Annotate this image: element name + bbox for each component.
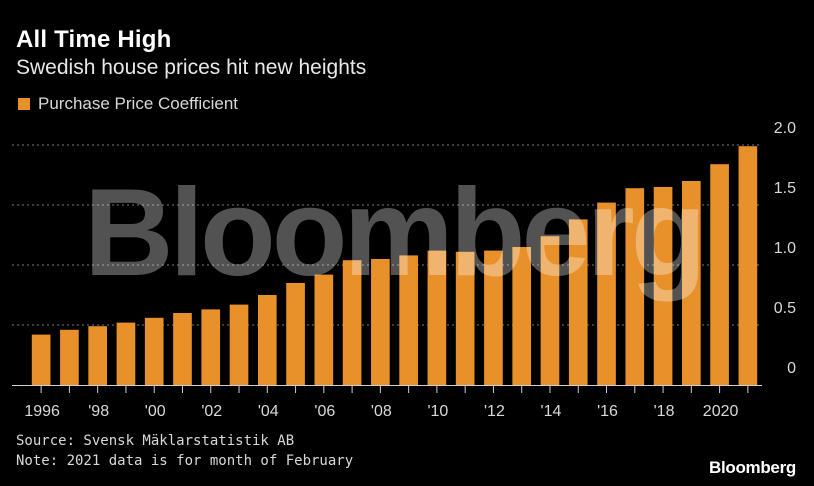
x-tick-label: 2020 — [703, 403, 739, 420]
bar-2021 — [738, 146, 758, 385]
x-tick-label: '08 — [371, 403, 392, 420]
x-tick-label: '18 — [654, 403, 675, 420]
legend-label: Purchase Price Coefficient — [38, 94, 239, 113]
chart-subtitle: Swedish house prices hit new heights — [16, 56, 367, 79]
x-tick-label: '02 — [201, 403, 222, 420]
bar-1997 — [60, 329, 79, 385]
bar-2011 — [455, 251, 475, 385]
bar-2018 — [653, 187, 673, 385]
bar-2013 — [512, 247, 532, 385]
bar-2006 — [314, 274, 334, 385]
bar-2001 — [173, 313, 192, 385]
bar-2000 — [144, 317, 164, 385]
x-tick-label: '06 — [314, 403, 335, 420]
bar-2009 — [399, 255, 418, 385]
source-note: Source: Svensk Mäklarstatistik AB — [16, 433, 295, 449]
y-tick-label: 1.0 — [774, 240, 796, 257]
bar-2020 — [710, 164, 729, 385]
bar-2019 — [682, 181, 701, 385]
bar-1999 — [116, 322, 136, 385]
x-axis-labels: 1996 '98 '00 '02 '04 '06 '08 '10 '12 '14 '16 '18 202… — [24, 403, 738, 420]
footnote: Note: 2021 data is for month of February — [16, 453, 354, 469]
bar-2004 — [257, 295, 277, 385]
x-axis — [12, 385, 762, 393]
bar-2002 — [201, 309, 221, 385]
y-axis-labels: 0 0.5 1.0 1.5 2.0 — [774, 120, 796, 377]
x-tick-label: '04 — [258, 403, 279, 420]
legend-swatch — [18, 98, 30, 110]
bar-series — [31, 146, 758, 385]
legend: Purchase Price Coefficient — [18, 94, 238, 114]
bar-2010 — [427, 250, 447, 385]
bar-2003 — [229, 304, 249, 385]
bar-2007 — [342, 260, 362, 385]
x-tick-label: '16 — [597, 403, 618, 420]
y-tick-label: 0.5 — [774, 300, 796, 317]
chart-title: All Time High — [16, 26, 172, 53]
bar-1998 — [88, 326, 107, 385]
bar-2016 — [597, 202, 616, 385]
x-tick-label: '00 — [145, 403, 166, 420]
bar-2008 — [371, 259, 390, 385]
x-tick-label: '12 — [484, 403, 505, 420]
bar-2012 — [484, 250, 503, 385]
y-tick-label: 0 — [787, 360, 796, 377]
brand-logo: Bloomberg — [708, 458, 796, 477]
x-tick-label: 1996 — [24, 403, 60, 420]
bar-2005 — [286, 283, 305, 385]
y-tick-label: 1.5 — [774, 180, 796, 197]
x-tick-label: '10 — [427, 403, 448, 420]
x-tick-label: '98 — [88, 403, 109, 420]
bar-2017 — [625, 188, 645, 385]
x-tick-label: '14 — [541, 403, 562, 420]
bar-1996 — [31, 334, 51, 385]
y-tick-label: 2.0 — [774, 120, 796, 137]
bar-2014 — [540, 236, 560, 385]
bar-2015 — [568, 219, 588, 385]
